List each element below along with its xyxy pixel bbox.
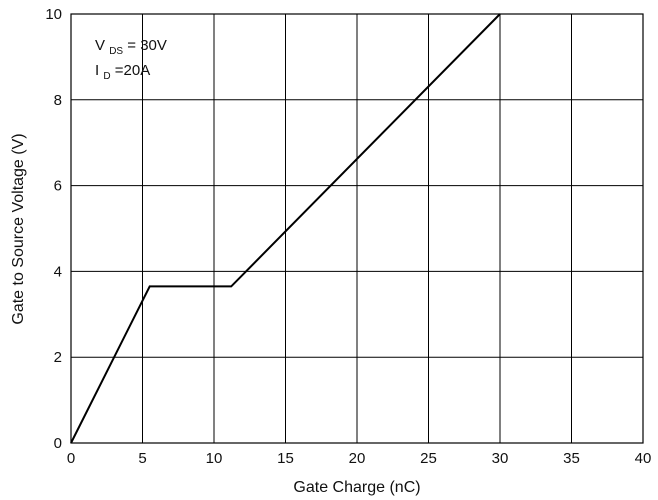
series-layer	[70, 13, 501, 444]
conditions-annotation: V DS = 30V I D =20A	[95, 37, 167, 83]
vds-symbol: V	[95, 37, 105, 54]
id-subscript: D	[103, 71, 110, 82]
y-tick-label: 4	[54, 263, 62, 280]
y-tick-label: 8	[54, 92, 62, 109]
x-tick-label: 30	[492, 450, 509, 467]
y-tick-label: 6	[54, 178, 62, 195]
y-axis-title: Gate to Source Voltage (V)	[10, 133, 27, 324]
x-tick-label: 40	[635, 450, 652, 467]
x-tick-label: 10	[206, 450, 223, 467]
gate-charge-line	[70, 13, 501, 444]
id-symbol: I	[95, 62, 99, 79]
y-tick-labels: 0 2 4 6 8 10	[45, 6, 62, 452]
grid	[70, 13, 644, 444]
x-tick-label: 15	[277, 450, 294, 467]
y-tick-label: 0	[54, 435, 62, 452]
plot-border	[70, 13, 644, 444]
x-tick-labels: 0 5 10 15 20 25 30 35 40	[67, 450, 652, 467]
x-tick-label: 0	[67, 450, 75, 467]
plot-frame	[70, 13, 644, 444]
vds-annotation: V DS = 30V	[95, 37, 167, 58]
x-tick-label: 5	[138, 450, 146, 467]
id-value: =20A	[115, 62, 150, 79]
x-tick-label: 20	[349, 450, 366, 467]
vds-subscript: DS	[109, 46, 123, 57]
x-tick-label: 35	[563, 450, 580, 467]
y-tick-label: 10	[45, 6, 62, 23]
id-annotation: I D =20A	[95, 62, 150, 83]
y-tick-label: 2	[54, 349, 62, 366]
x-tick-label: 25	[420, 450, 437, 467]
vds-value: = 30V	[127, 37, 167, 54]
x-axis-title: Gate Charge (nC)	[293, 479, 420, 496]
